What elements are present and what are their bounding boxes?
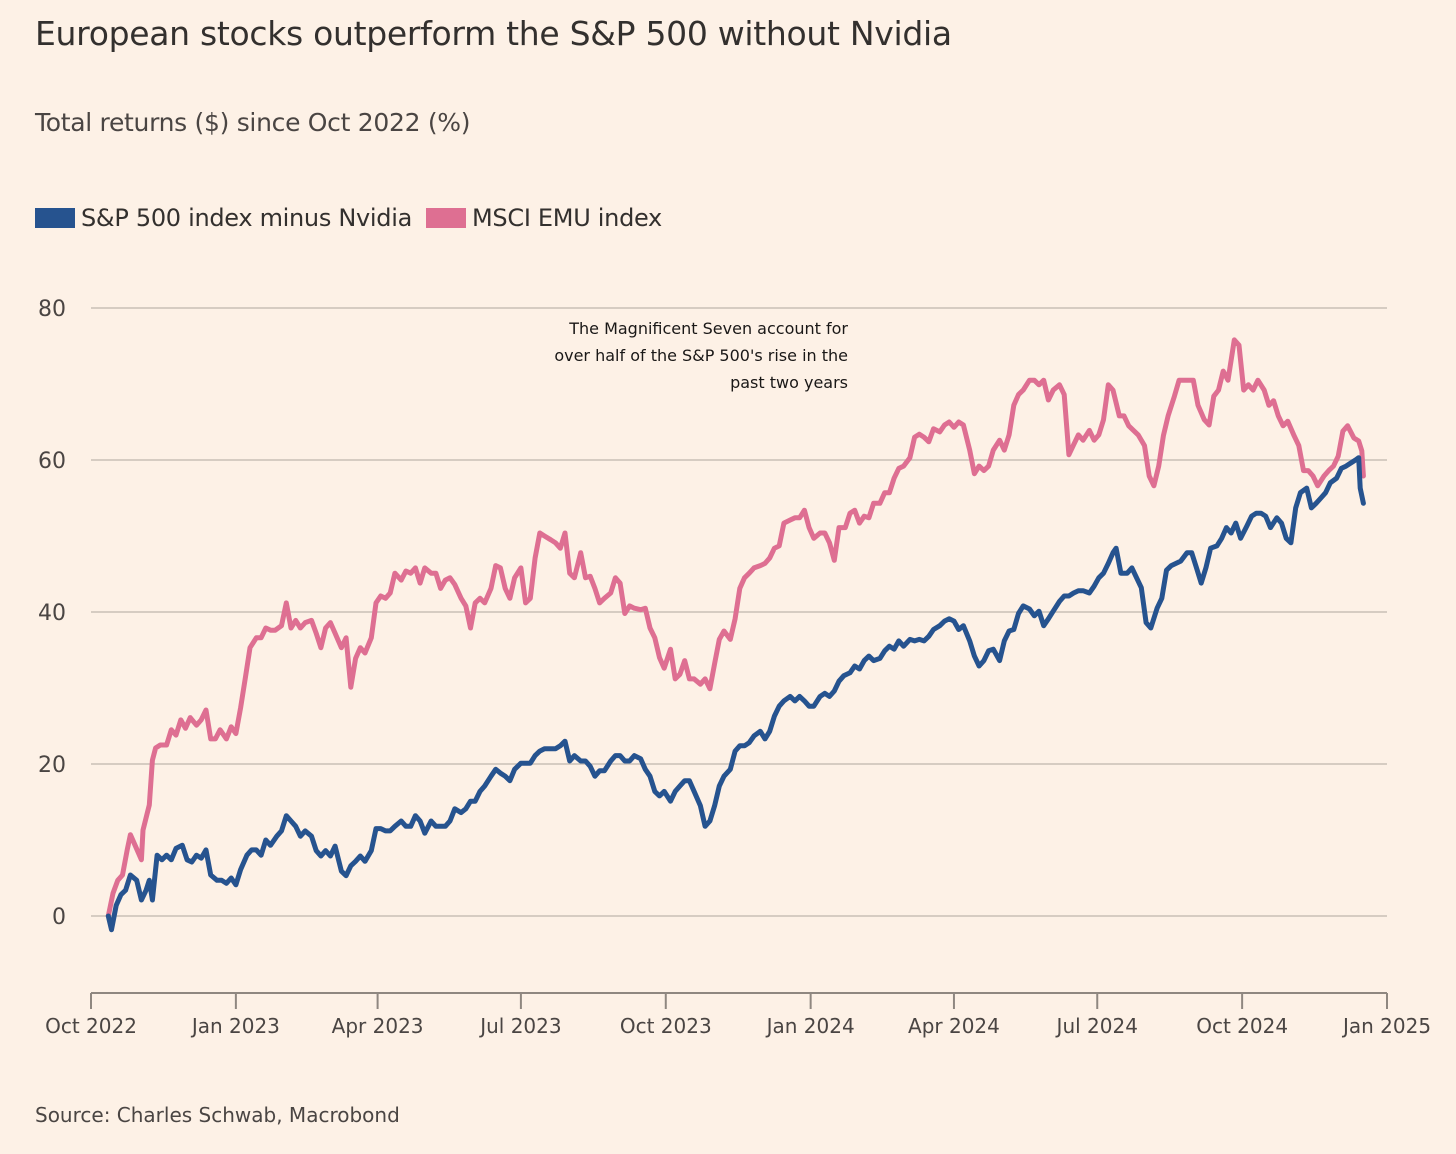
series-line-msci-emu-index bbox=[105, 337, 1366, 919]
x-tick-label: Jul 2023 bbox=[478, 1014, 561, 1038]
y-tick-label: 20 bbox=[38, 753, 66, 778]
x-tick-label: Oct 2024 bbox=[1196, 1014, 1288, 1038]
y-tick-label: 60 bbox=[38, 449, 66, 474]
source-note: Source: Charles Schwab, Macrobond bbox=[35, 1103, 400, 1127]
legend-item-msci-emu: MSCI EMU index bbox=[426, 204, 662, 232]
annotation: The Magnificent Seven account for over ha… bbox=[554, 319, 848, 392]
annotation-line: The Magnificent Seven account for bbox=[568, 319, 848, 338]
legend-swatch-msci-emu bbox=[426, 208, 467, 228]
chart-subtitle: Total returns ($) since Oct 2022 (%) bbox=[35, 108, 471, 137]
x-tick-label: Jul 2024 bbox=[1055, 1014, 1138, 1038]
x-tick-label: Apr 2023 bbox=[332, 1014, 424, 1038]
x-tick-label: Oct 2022 bbox=[45, 1014, 137, 1038]
y-tick-label: 80 bbox=[38, 297, 66, 322]
legend-swatch-sp500 bbox=[35, 208, 75, 228]
y-axis-labels: 0 20 40 60 80 bbox=[38, 297, 66, 930]
y-tick-label: 40 bbox=[38, 601, 66, 626]
x-axis: Oct 2022 Jan 2023 Apr 2023 Jul 2023 Oct 2023… bbox=[45, 992, 1431, 1038]
annotation-line: over half of the S&P 500's rise in the bbox=[554, 346, 848, 365]
legend-label-msci-emu: MSCI EMU index bbox=[472, 204, 662, 232]
x-tick-label: Jan 2025 bbox=[1341, 1014, 1431, 1038]
x-tick-label: Oct 2023 bbox=[620, 1014, 712, 1038]
series-lines bbox=[105, 337, 1366, 933]
x-tick-label: Jan 2024 bbox=[765, 1014, 855, 1038]
gridlines bbox=[91, 307, 1387, 917]
chart-title: European stocks outperform the S&P 500 w… bbox=[35, 14, 952, 53]
annotation-line: past two years bbox=[730, 373, 848, 392]
x-tick-label: Apr 2024 bbox=[908, 1014, 1000, 1038]
series-line-s-p-500-index-minus-nvidia bbox=[105, 455, 1366, 933]
y-tick-label: 0 bbox=[52, 905, 66, 930]
legend-item-sp500: S&P 500 index minus Nvidia bbox=[35, 204, 412, 232]
x-tick-label: Jan 2023 bbox=[190, 1014, 280, 1038]
legend: S&P 500 index minus Nvidia MSCI EMU inde… bbox=[35, 204, 676, 232]
legend-label-sp500: S&P 500 index minus Nvidia bbox=[81, 204, 413, 232]
